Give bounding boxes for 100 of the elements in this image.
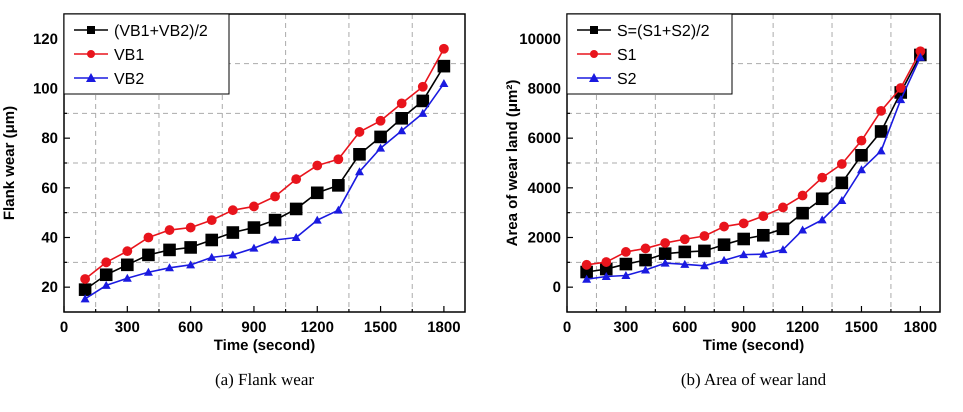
point — [720, 256, 729, 264]
point — [205, 234, 218, 246]
y-tick-label: 6000 — [528, 130, 561, 148]
point — [639, 254, 652, 266]
point — [332, 179, 345, 192]
point — [165, 263, 174, 272]
point — [896, 83, 906, 93]
point — [818, 215, 827, 224]
point — [416, 94, 430, 108]
point — [418, 82, 428, 92]
point — [395, 112, 408, 125]
point — [80, 274, 90, 284]
point — [80, 294, 90, 302]
y-tick-label: 10000 — [519, 30, 561, 48]
point — [798, 190, 808, 200]
point — [249, 244, 258, 252]
point — [658, 247, 672, 260]
point — [228, 205, 238, 216]
legend-label: (VB1+VB2)/2 — [114, 23, 208, 40]
point — [640, 244, 650, 254]
point — [310, 186, 324, 200]
point — [678, 246, 692, 258]
point — [737, 232, 750, 246]
point — [101, 257, 112, 268]
point — [439, 79, 448, 88]
point — [438, 60, 450, 72]
point — [718, 238, 730, 251]
point — [739, 250, 748, 258]
point — [291, 174, 302, 184]
point — [121, 258, 134, 272]
point — [376, 144, 386, 152]
x-tick-label: 1500 — [364, 319, 398, 336]
point — [184, 241, 197, 254]
x-tick-label: 900 — [731, 319, 756, 336]
point — [418, 108, 428, 117]
point — [270, 192, 280, 202]
y-tick-label: 0 — [552, 279, 561, 296]
x-tick-label: 1500 — [844, 319, 878, 336]
point — [836, 176, 848, 190]
point — [142, 248, 155, 262]
point — [374, 130, 387, 144]
x-tick-label: 0 — [60, 319, 68, 336]
y-tick-label: 60 — [41, 180, 58, 197]
point — [856, 136, 866, 146]
x-tick-label: 900 — [241, 319, 266, 336]
point — [312, 160, 322, 170]
point — [144, 268, 153, 276]
point — [817, 172, 828, 183]
point — [915, 46, 926, 56]
point — [582, 274, 592, 283]
x-axis-title: Time (second) — [702, 337, 804, 354]
point — [268, 214, 282, 226]
y-tick-label: 40 — [41, 230, 58, 246]
y-tick-label: 80 — [41, 130, 58, 148]
y-tick-label: 8000 — [528, 80, 561, 98]
point — [798, 226, 808, 234]
point — [582, 260, 592, 270]
point — [876, 146, 886, 154]
y-tick-label: 120 — [32, 30, 58, 48]
point — [249, 202, 259, 212]
point — [757, 228, 770, 242]
point — [641, 266, 650, 274]
point — [700, 231, 710, 241]
point — [836, 159, 847, 169]
point — [776, 222, 790, 236]
x-tick-label: 1800 — [904, 319, 938, 336]
x-tick-label: 1200 — [786, 319, 820, 336]
point — [163, 244, 176, 256]
x-tick-label: 600 — [178, 319, 204, 336]
point — [228, 250, 238, 258]
point — [292, 233, 301, 241]
y-tick-label: 4000 — [528, 180, 561, 197]
x-axis-title: Time (second) — [214, 337, 316, 354]
point — [186, 260, 196, 268]
point — [334, 206, 343, 214]
point — [207, 252, 216, 261]
text: (b) Area of wear land — [680, 370, 827, 389]
point — [122, 274, 132, 282]
point — [78, 283, 92, 296]
point — [700, 261, 709, 270]
point — [206, 215, 217, 226]
point — [226, 226, 240, 239]
point — [186, 222, 196, 232]
point — [874, 125, 888, 138]
point — [602, 272, 611, 280]
x-tick-label: 1800 — [427, 319, 461, 336]
point — [816, 192, 829, 206]
point — [719, 222, 729, 232]
point — [144, 232, 154, 242]
point — [896, 95, 906, 104]
y-tick-label: 20 — [41, 279, 58, 296]
point — [855, 149, 868, 162]
y-axis-title: Flank wear (μm) — [1, 106, 18, 220]
point — [680, 260, 690, 268]
point — [438, 44, 449, 54]
x-tick-label: 300 — [114, 319, 140, 336]
y-axis-title: Area of wear land (μm²) — [504, 80, 521, 246]
point — [620, 247, 631, 257]
point — [698, 244, 711, 258]
point — [333, 154, 344, 164]
